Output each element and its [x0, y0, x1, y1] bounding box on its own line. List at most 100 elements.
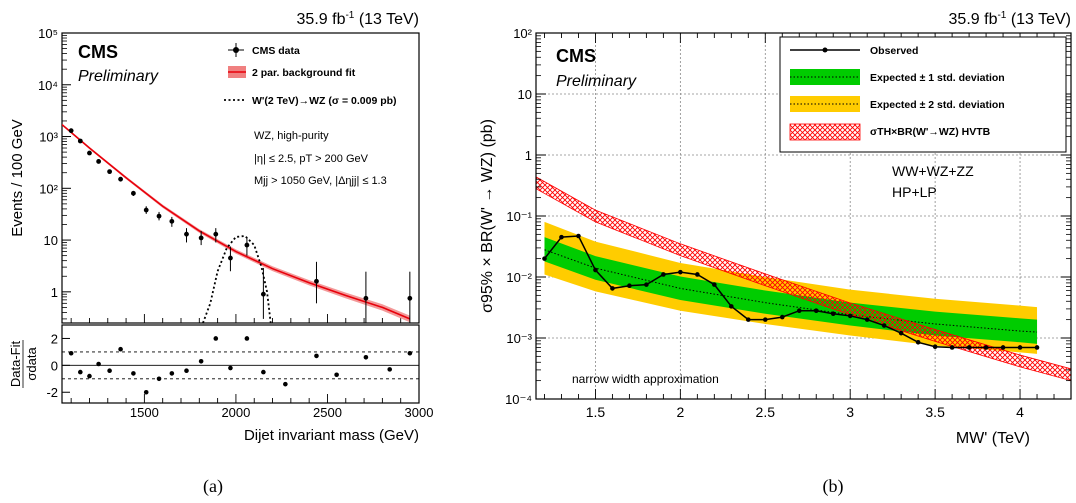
ratio-point — [407, 350, 413, 356]
theory-cross-section-band — [536, 176, 1071, 382]
background-fit-band — [62, 123, 410, 323]
data-point — [96, 159, 102, 164]
expected-limit-line — [544, 249, 1038, 333]
observed-point — [729, 304, 734, 309]
panel-a-y-tick-label: 10⁵ — [38, 26, 58, 41]
background-fit-line — [62, 123, 411, 320]
observed-limit-points — [542, 233, 1040, 350]
panel-b-y-tick-label: 10 — [518, 87, 532, 102]
panel-a-ratio-y-tick-label: 0 — [51, 358, 58, 373]
observed-point — [847, 313, 853, 319]
panel-a-lumi: 35.9 fb-1 (13 TeV) — [297, 10, 419, 28]
ratio-point — [118, 346, 123, 352]
annotation-eta-pt: |η| ≤ 2.5, pT > 200 GeV — [254, 153, 369, 165]
data-point — [118, 176, 123, 182]
panel-b-x-tick-label: 2 — [676, 404, 684, 420]
panel-b-y-axis-label: σ95% × BR(W' → WZ) (pb) — [479, 119, 496, 313]
observed-point — [796, 308, 802, 314]
ratio-point — [334, 372, 339, 378]
ratio-point — [184, 368, 189, 374]
annotation-channels: WW+WZ+ZZ — [892, 163, 974, 179]
observed-point — [881, 323, 887, 328]
observed-point — [932, 344, 938, 350]
observed-point — [712, 282, 717, 287]
panel-b-y-tick-label: 10⁻³ — [506, 331, 532, 346]
panel-b-y-tick-label: 10⁻² — [506, 270, 532, 285]
data-point — [363, 271, 369, 323]
ratio-point — [87, 373, 92, 379]
observed-point — [915, 340, 921, 345]
ratio-point — [131, 371, 136, 376]
signal-curve — [202, 235, 272, 323]
observed-point — [779, 314, 785, 320]
observed-point — [576, 233, 581, 239]
panel-b-x-tick-label: 3 — [846, 404, 854, 420]
panel-b-y-ticks: 10⁻⁴ 10⁻³ 10⁻² 10⁻¹ 1 10 10² — [505, 26, 1071, 407]
observed-point — [1034, 345, 1040, 350]
ratio-point — [213, 336, 219, 341]
svg-text:Expected ± 2 std. deviation: Expected ± 2 std. deviation — [870, 99, 1005, 111]
observed-point — [830, 311, 836, 317]
legend-entry-observed: Observed — [790, 45, 918, 57]
panel-b-y-tick-label: 10⁻¹ — [506, 209, 532, 224]
panel-b-caption: (b) — [823, 476, 844, 497]
ratio-point — [261, 369, 266, 375]
panel-a-y-tick-label: 10 — [44, 233, 58, 248]
data-point — [184, 228, 189, 243]
ratio-point — [107, 368, 112, 374]
observed-point — [1000, 345, 1006, 350]
data-point — [68, 128, 74, 134]
data-points — [68, 128, 413, 323]
panel-a-ratio-y-tick-label: -2 — [46, 385, 58, 400]
data-point — [107, 169, 112, 175]
ratio-point — [314, 353, 319, 359]
ratio-point — [244, 336, 250, 341]
legend-entry-cms-data: CMS data — [228, 43, 300, 57]
data-point — [169, 216, 175, 227]
panel-a-x-tick-label: 1500 — [130, 405, 159, 420]
panel-a-x-tick-label: 2000 — [221, 405, 250, 420]
observed-point — [695, 272, 700, 277]
observed-point — [983, 345, 989, 350]
legend-entry-one-sigma: Expected ± 1 std. deviation — [790, 69, 1005, 85]
panel-a-ratio-y-ticks: -2 0 2 — [46, 331, 70, 400]
data-point — [143, 206, 149, 214]
observed-point — [864, 317, 870, 322]
panel-a-ratio-frame — [61, 324, 420, 404]
panel-b-y-tick-label: 10⁻⁴ — [505, 392, 532, 407]
ratio-point — [68, 350, 74, 356]
data-point — [87, 150, 92, 156]
panel-a-y-tick-label: 10² — [39, 181, 58, 196]
panel-a-y-tick-label: 10³ — [39, 130, 58, 145]
panel-a-caption: (a) — [203, 476, 223, 497]
ratio-points — [68, 336, 413, 395]
ratio-point — [169, 371, 175, 376]
ratio-point — [198, 359, 204, 364]
panel-b-preliminary-label: Preliminary — [556, 73, 637, 90]
data-point — [77, 138, 83, 144]
panel-b-x-tick-label: 4 — [1016, 404, 1024, 420]
annotation-category: WZ, high-purity — [254, 130, 329, 142]
annotation-categories: HP+LP — [892, 184, 937, 200]
observed-point — [966, 345, 972, 350]
panel-a-x-axis-label: Dijet invariant mass (GeV) — [244, 427, 419, 444]
legend-entry-signal: W'(2 TeV)→WZ (σ = 0.009 pb) — [224, 95, 397, 107]
svg-text:W'(2 TeV)→WZ (σ = 0.009 pb): W'(2 TeV)→WZ (σ = 0.009 pb) — [252, 95, 397, 107]
svg-text:σTH×BR(W'→WZ) HVTB: σTH×BR(W'→WZ) HVTB — [870, 126, 991, 138]
ratio-point — [156, 376, 162, 382]
legend-entry-two-sigma: Expected ± 2 std. deviation — [790, 96, 1005, 112]
data-point — [314, 261, 319, 304]
observed-point — [542, 256, 547, 261]
svg-text:σdata: σdata — [24, 347, 39, 381]
panel-a-ratio-y-axis-label: Data-Fit σdata — [8, 340, 39, 388]
svg-text:2 par. background fit: 2 par. background fit — [252, 67, 356, 79]
ratio-point — [143, 389, 149, 395]
observed-point — [898, 330, 904, 336]
data-point — [407, 271, 413, 323]
panel-a-y-ticks: 1 10 10² 10³ 10⁴ 10⁵ — [38, 26, 71, 320]
svg-text:Expected ± 1 std. deviation: Expected ± 1 std. deviation — [870, 72, 1005, 84]
legend-entry-background-fit: 2 par. background fit — [228, 66, 356, 79]
panel-a-legend: CMS data 2 par. background fit W'(2 TeV)… — [224, 43, 397, 107]
panel-a-cms-label: CMS — [78, 42, 118, 62]
data-point — [213, 228, 219, 243]
